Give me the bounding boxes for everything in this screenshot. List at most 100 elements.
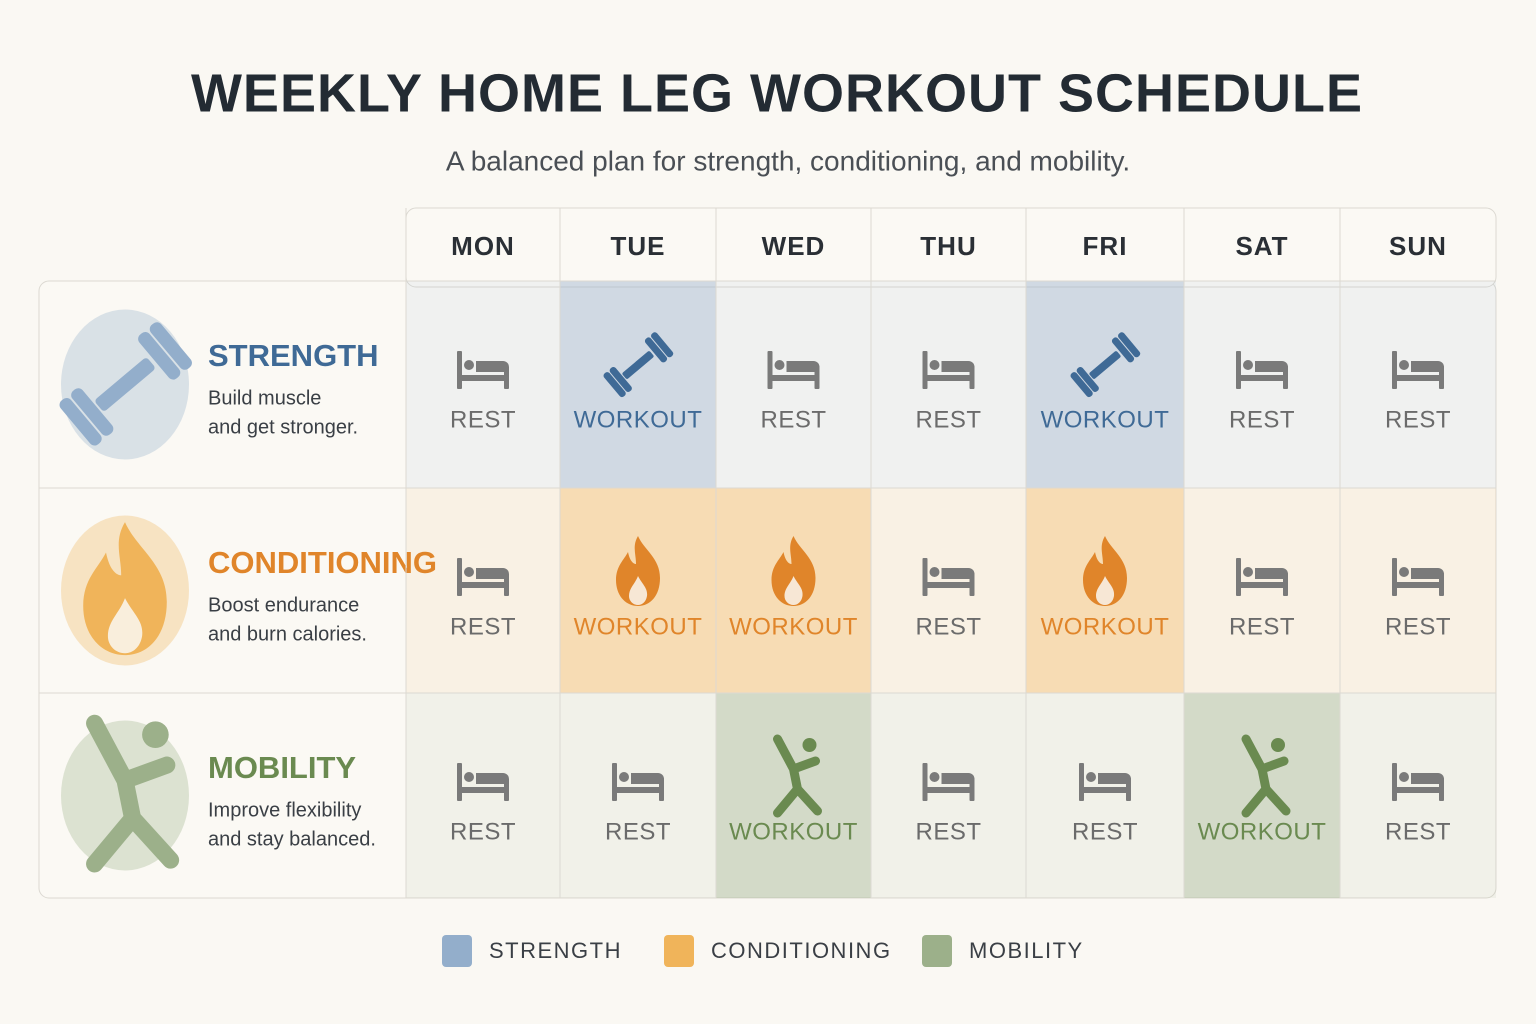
bed-frame bbox=[457, 375, 509, 381]
legend-swatch bbox=[442, 935, 472, 967]
cell-label: REST bbox=[605, 818, 671, 845]
rest-cell bbox=[1340, 488, 1496, 693]
bed-frame bbox=[1392, 375, 1444, 381]
cell-label: WORKOUT bbox=[1041, 613, 1170, 640]
figure-body bbox=[86, 714, 180, 873]
legend-label: STRENGTH bbox=[489, 938, 622, 963]
rest-cell bbox=[716, 281, 871, 488]
day-header: FRI bbox=[1083, 231, 1128, 261]
rest-icon bbox=[1236, 558, 1288, 596]
cell-label: REST bbox=[450, 613, 516, 640]
rest-icon bbox=[922, 558, 975, 596]
rest-icon bbox=[1079, 763, 1131, 801]
bed-post bbox=[922, 558, 928, 596]
bed-frame bbox=[612, 787, 664, 793]
dumbbell-plate bbox=[1070, 372, 1093, 398]
cell-label: REST bbox=[915, 613, 981, 640]
flame-inner bbox=[784, 576, 803, 605]
bed-blanket bbox=[941, 568, 975, 579]
rest-cell bbox=[406, 693, 560, 898]
cell-label: WORKOUT bbox=[729, 818, 858, 845]
bed-post bbox=[767, 351, 773, 389]
dumbbell-plate bbox=[149, 322, 192, 370]
day-header: WED bbox=[762, 231, 826, 261]
dumbbell-plate bbox=[651, 332, 674, 358]
bed-post bbox=[1392, 558, 1397, 596]
bed-blanket bbox=[1411, 568, 1444, 579]
cell-label: WORKOUT bbox=[1198, 818, 1327, 845]
bed-blanket bbox=[1411, 361, 1444, 372]
cell-label: REST bbox=[450, 818, 516, 845]
day-header: TUE bbox=[611, 231, 666, 261]
page-subtitle: A balanced plan for strength, conditioni… bbox=[446, 145, 1130, 176]
figure-head bbox=[142, 721, 169, 748]
rest-cell bbox=[560, 693, 716, 898]
bed-pillow bbox=[774, 360, 785, 370]
dumbbell-plate bbox=[59, 397, 102, 446]
bed-pillow bbox=[464, 772, 474, 782]
day-header: MON bbox=[451, 231, 515, 261]
rest-cell bbox=[1184, 488, 1340, 693]
cell-label: REST bbox=[915, 406, 981, 433]
flame-outer bbox=[1083, 536, 1127, 606]
rest-icon bbox=[767, 351, 820, 389]
bed-post bbox=[1236, 351, 1241, 389]
dumbbell-plate bbox=[1111, 337, 1135, 363]
bed-blanket bbox=[1255, 361, 1288, 372]
cell-label: WORKOUT bbox=[574, 406, 703, 433]
rest-icon bbox=[1392, 351, 1444, 389]
bed-frame bbox=[922, 787, 975, 793]
bed-blanket bbox=[941, 773, 975, 784]
flame-icon bbox=[83, 522, 167, 656]
rest-cell bbox=[871, 693, 1026, 898]
cell-label: WORKOUT bbox=[1041, 406, 1170, 433]
bed-blanket bbox=[941, 361, 975, 372]
bed-pillow bbox=[929, 772, 940, 782]
bed-frame bbox=[767, 375, 820, 381]
cell-label: REST bbox=[450, 406, 516, 433]
rest-icon bbox=[457, 351, 509, 389]
bed-post bbox=[612, 763, 617, 801]
cell-label: REST bbox=[1229, 613, 1295, 640]
category-name: MOBILITY bbox=[208, 750, 356, 785]
figure-body bbox=[1241, 734, 1291, 818]
cell-label: REST bbox=[915, 818, 981, 845]
category-description: Boost endurance bbox=[208, 594, 359, 616]
category-description: and burn calories. bbox=[208, 623, 367, 645]
flame-inner bbox=[107, 598, 143, 654]
dumbbell-plate bbox=[644, 337, 668, 363]
dumbbell-plate bbox=[603, 372, 626, 398]
bed-post bbox=[922, 351, 928, 389]
bed-blanket bbox=[786, 361, 820, 372]
bed-blanket bbox=[1098, 773, 1131, 784]
bed-pillow bbox=[1243, 567, 1253, 577]
rest-cell bbox=[1026, 693, 1184, 898]
bed-pillow bbox=[464, 360, 474, 370]
dumbbell-plate bbox=[1118, 332, 1141, 358]
bed-frame bbox=[1392, 787, 1444, 793]
stretch-icon bbox=[86, 714, 180, 873]
bed-frame bbox=[1236, 582, 1288, 588]
bed-frame bbox=[922, 375, 975, 381]
flame-inner bbox=[1096, 576, 1115, 605]
day-header: THU bbox=[920, 231, 976, 261]
bed-pillow bbox=[1243, 360, 1253, 370]
bed-frame bbox=[457, 582, 509, 588]
rest-cell bbox=[871, 281, 1026, 488]
workout-cell bbox=[1026, 281, 1184, 488]
bed-pillow bbox=[929, 360, 940, 370]
bed-pillow bbox=[1086, 772, 1096, 782]
category-name: CONDITIONING bbox=[208, 545, 437, 580]
flame-outer bbox=[83, 522, 167, 656]
cell-label: REST bbox=[1385, 613, 1451, 640]
bed-frame bbox=[1079, 787, 1131, 793]
flame-icon bbox=[771, 536, 816, 606]
bed-post bbox=[457, 558, 462, 596]
cell-label: REST bbox=[1385, 406, 1451, 433]
bed-post bbox=[922, 763, 928, 801]
legend-swatch bbox=[664, 935, 694, 967]
cell-label: REST bbox=[760, 406, 826, 433]
day-header: SAT bbox=[1235, 231, 1288, 261]
bed-frame bbox=[1392, 582, 1444, 588]
bed-blanket bbox=[1255, 568, 1288, 579]
